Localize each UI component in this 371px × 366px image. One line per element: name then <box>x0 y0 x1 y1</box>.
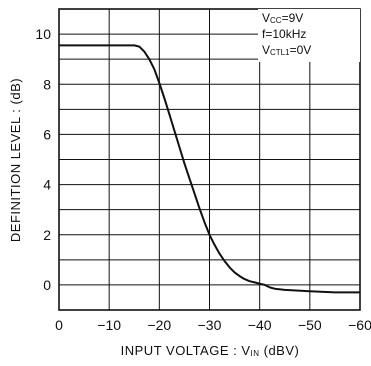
condition-line: f=10kHz <box>262 27 306 41</box>
x-tick-label: −20 <box>147 317 171 333</box>
conditions-text: VCC=9V f=10kHz VCTL1=0V <box>262 11 311 57</box>
x-tick-labels: 0 −10 −20 −30 −40 −50 −60 <box>55 317 371 333</box>
x-tick-label: −50 <box>298 317 322 333</box>
x-tick-label: −10 <box>97 317 121 333</box>
x-tick-label: 0 <box>55 317 63 333</box>
y-tick-label: 8 <box>43 76 51 92</box>
series-layer <box>59 44 360 294</box>
condition-line: VCC=9V <box>262 11 303 25</box>
series-line-0 <box>59 44 360 294</box>
x-tick-label: −40 <box>248 317 272 333</box>
y-tick-label: 4 <box>43 177 51 193</box>
x-tick-label: −60 <box>348 317 371 333</box>
conditions-box <box>258 9 360 62</box>
y-tick-labels: 0 2 4 6 8 10 <box>35 26 51 293</box>
y-tick-label: 2 <box>43 227 51 243</box>
x-axis-label: INPUT VOLTAGE : VIN (dBV) <box>121 343 300 358</box>
condition-line: VCTL1=0V <box>262 43 311 57</box>
plot-frame <box>58 8 361 311</box>
y-tick-label: 10 <box>35 26 51 42</box>
y-tick-label: 0 <box>43 277 51 293</box>
x-tick-label: −30 <box>198 317 222 333</box>
y-tick-label: 6 <box>43 126 51 142</box>
y-axis-label: DEFINITION LEVEL : (dB) <box>8 78 23 242</box>
grid <box>59 9 360 310</box>
